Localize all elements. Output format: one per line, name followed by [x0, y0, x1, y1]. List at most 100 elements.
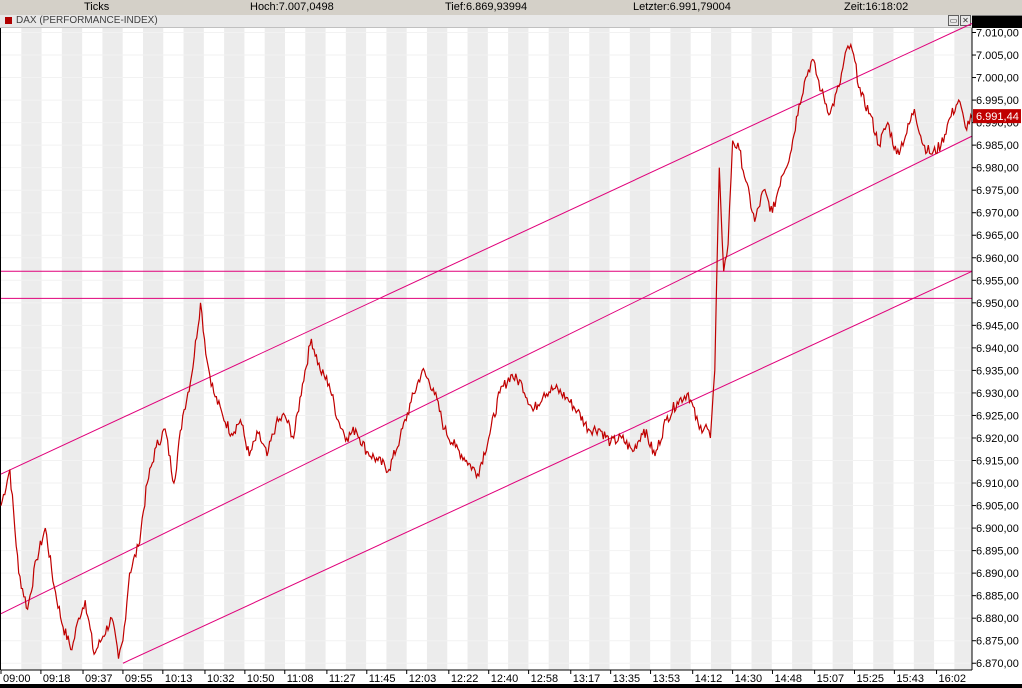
time-stripe: [792, 28, 813, 670]
time-stripe: [183, 28, 204, 670]
y-tick-label: 6.880,00: [976, 613, 1019, 625]
x-axis-background: [0, 670, 1022, 684]
time-stripe: [954, 28, 975, 670]
time-stripe: [873, 28, 894, 670]
y-tick-label: 6.960,00: [976, 253, 1019, 265]
time-stripe: [264, 28, 285, 670]
x-tick-label: 12:03: [409, 673, 437, 685]
last-price-label: 6.991,44: [976, 111, 1019, 123]
x-tick-label: 10:13: [165, 673, 193, 685]
x-tick-label: 10:32: [207, 673, 235, 685]
close-button[interactable]: ✕: [960, 15, 971, 26]
y-tick-label: 6.905,00: [976, 501, 1019, 513]
x-tick-label: 11:45: [369, 673, 396, 685]
x-tick-label: 12:22: [451, 673, 479, 685]
x-tick-label: 14:12: [695, 673, 723, 685]
time-stripe: [61, 28, 83, 670]
y-tick-label: 6.915,00: [976, 456, 1019, 468]
time-value: Zeit:16:18:02: [844, 1, 909, 13]
x-tick-label: 14:30: [735, 673, 763, 685]
support-lines: [1, 270, 972, 299]
time-stripe: [305, 28, 326, 670]
y-tick-label: 6.970,00: [976, 208, 1019, 220]
y-tick-label: 6.910,00: [976, 478, 1019, 490]
last-value: Letzter:6.991,79004: [633, 1, 731, 13]
info-bar: Ticks Hoch:7.007,0498 Tief:6.869,93994 L…: [0, 0, 1022, 16]
x-tick-label: 15:25: [857, 673, 885, 685]
chart-type-label[interactable]: Ticks: [84, 1, 110, 13]
x-tick-label: 10:50: [247, 673, 275, 685]
y-tick-label: 6.875,00: [976, 636, 1019, 648]
time-stripe: [832, 28, 853, 670]
x-tick-label: 12:40: [491, 673, 519, 685]
x-tick-label: 09:00: [3, 673, 31, 685]
y-tick-label: 6.950,00: [976, 298, 1019, 310]
high-value: Hoch:7.007,0498: [250, 1, 334, 13]
trend-channel: [0, 23, 973, 664]
time-stripe: [102, 28, 123, 670]
trend-line: [0, 23, 973, 475]
price-series: [0, 42, 973, 659]
instrument-color-icon: [5, 17, 12, 24]
y-tick-label: 6.975,00: [976, 185, 1019, 197]
y-tick-label: 6.900,00: [976, 523, 1019, 535]
y-tick-label: 7.010,00: [976, 28, 1019, 40]
x-tick-label: 13:35: [613, 673, 641, 685]
last-price-marker: 6.991,44: [973, 109, 1021, 124]
trend-line: [122, 270, 973, 664]
x-tick-label: 13:53: [653, 673, 681, 685]
y-tick-label: 6.995,00: [976, 95, 1019, 107]
time-stripe: [426, 28, 448, 670]
time-stripe: [629, 28, 651, 670]
chart-title-bar: DAX (PERFORMANCE-INDEX): [0, 15, 972, 28]
y-tick-label: 6.890,00: [976, 568, 1019, 580]
y-tick-label: 6.985,00: [976, 140, 1019, 152]
y-tick-label: 6.980,00: [976, 163, 1019, 175]
time-stripe: [467, 28, 488, 670]
x-tick-label: 11:27: [329, 673, 356, 685]
trend-line: [0, 135, 973, 615]
horizontal-grid: [1, 32, 972, 664]
y-axis: 6.870,00 6.875,00 6.880,00 6.885,00 6.890,00…: [971, 28, 1022, 671]
y-tick-label: 6.920,00: [976, 433, 1019, 445]
time-stripe: [548, 28, 569, 670]
y-tick-label: 6.885,00: [976, 591, 1019, 603]
y-tick-label: 6.930,00: [976, 388, 1019, 400]
x-tick-label: 11:08: [287, 673, 314, 685]
x-tick-label: 09:37: [85, 673, 113, 685]
time-stripe: [913, 28, 935, 670]
x-tick-label: 13:17: [573, 673, 601, 685]
price-line: [0, 42, 973, 659]
time-stripe: [224, 28, 245, 670]
y-tick-label: 7.005,00: [976, 50, 1019, 62]
time-stripe: [142, 28, 164, 670]
x-tick-label: 15:43: [896, 673, 924, 685]
x-tick-label: 09:18: [43, 673, 71, 685]
y-tick-label: 7.000,00: [976, 73, 1019, 85]
y-tick-label: 6.935,00: [976, 365, 1019, 377]
y-tick-label: 6.945,00: [976, 320, 1019, 332]
time-stripe: [589, 28, 610, 670]
low-value: Tief:6.869,93994: [445, 1, 528, 13]
time-stripe: [751, 28, 772, 670]
time-stripe: [386, 28, 407, 670]
y-tick-label: 6.925,00: [976, 410, 1019, 422]
restore-button[interactable]: ▭: [948, 15, 959, 26]
y-tick-label: 6.895,00: [976, 546, 1019, 558]
time-stripe: [508, 28, 529, 670]
y-tick-label: 6.965,00: [976, 230, 1019, 242]
time-stripe: [670, 28, 691, 670]
time-stripe: [345, 28, 367, 670]
x-tick-label: 15:07: [817, 673, 845, 685]
last-price-badge: [973, 109, 1021, 124]
time-stripe: [21, 28, 42, 670]
y-tick-label: 6.940,00: [976, 343, 1019, 355]
x-tick-label: 09:55: [125, 673, 153, 685]
x-tick-label: 14:48: [774, 673, 802, 685]
x-tick-label: 12:58: [531, 673, 559, 685]
time-bands: [1, 28, 975, 670]
y-tick-label: 6.955,00: [976, 275, 1019, 287]
status-strip: [0, 684, 1022, 688]
x-axis: 09:00 09:18 09:37 09:55 10:13 10:32 10:50 11:08…: [0, 669, 1022, 685]
